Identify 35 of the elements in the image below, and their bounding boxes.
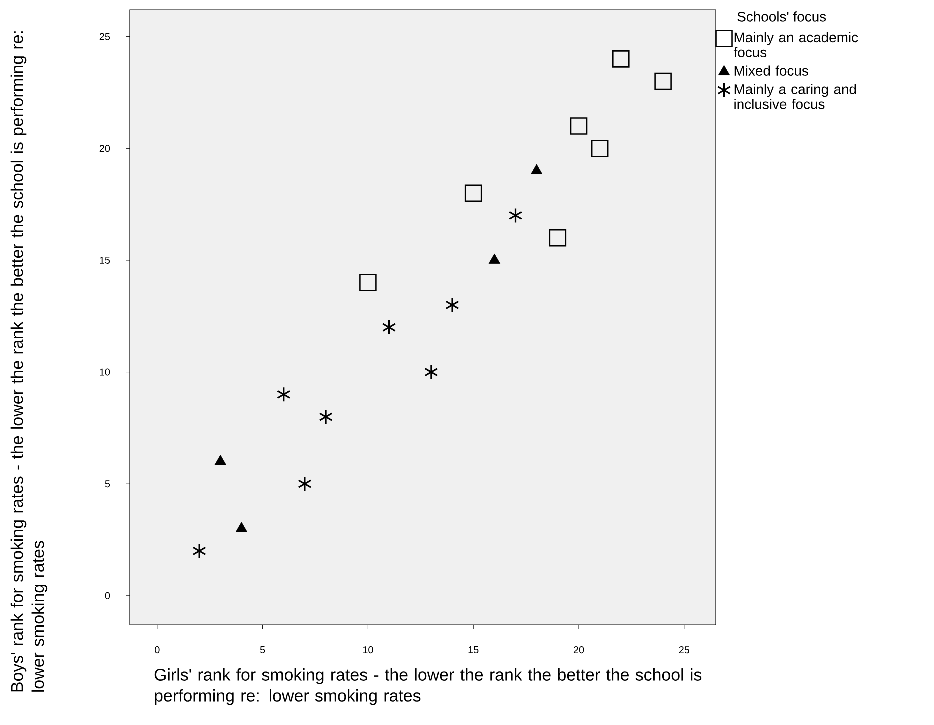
point xyxy=(319,409,333,425)
y-tick-label: 0 xyxy=(105,592,110,600)
y-tick-label: 10 xyxy=(100,368,110,376)
legend-title: Schools' focus xyxy=(738,12,826,22)
point xyxy=(424,364,438,380)
y-tick-label: 15 xyxy=(100,256,110,264)
x-axis-title: Girls' rank for smoking rates - the lower the rank the better the school is performing re: lower smoking rates xyxy=(154,668,702,706)
point xyxy=(277,386,291,402)
x-tick-label: 10 xyxy=(363,646,374,654)
point xyxy=(570,118,588,135)
point xyxy=(360,274,377,292)
y-axis-title: Boys' rank for smoking rates - the lower the rank the better the school is performing re: lower smoking rates xyxy=(10,32,48,692)
legend-label: Mainly a caring and inclusive focus xyxy=(734,84,856,110)
x-tick-label: 25 xyxy=(679,646,690,654)
point xyxy=(591,140,609,158)
point xyxy=(654,72,672,90)
point xyxy=(236,522,248,532)
point xyxy=(192,543,206,559)
point xyxy=(446,297,460,313)
x-tick-label: 20 xyxy=(574,646,584,654)
x-tick-label: 5 xyxy=(260,646,266,654)
point xyxy=(549,229,567,247)
y-tick-label: 25 xyxy=(100,33,110,40)
point xyxy=(382,320,396,336)
y-tick-label: 20 xyxy=(100,145,110,152)
legend-label: Mainly an academic focus xyxy=(734,32,858,58)
point xyxy=(214,455,226,466)
point xyxy=(298,476,312,492)
x-tick-label: 15 xyxy=(468,646,479,654)
point xyxy=(464,184,482,202)
x-tick-label: 0 xyxy=(155,646,160,654)
legend-label: Mixed focus xyxy=(734,66,808,76)
y-tick-label: 5 xyxy=(105,480,110,488)
point xyxy=(612,50,630,68)
point xyxy=(508,208,523,224)
